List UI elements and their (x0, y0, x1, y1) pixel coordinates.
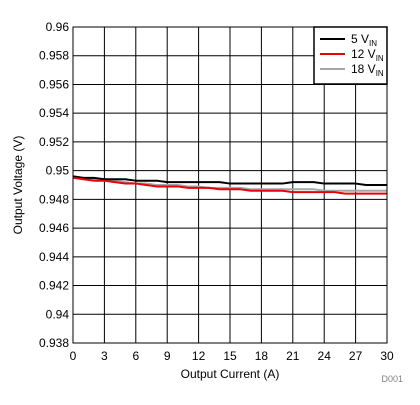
series-line-5v (72, 175, 387, 186)
x-tick-label: 30 (380, 349, 394, 363)
y-tick-label: 0.954 (39, 106, 69, 120)
y-tick-label: 0.946 (39, 221, 69, 235)
x-tick-label: 0 (70, 349, 77, 363)
x-tick-label: 21 (286, 349, 300, 363)
x-tick-label: 9 (164, 349, 171, 363)
y-tick-label: 0.952 (39, 135, 69, 149)
legend-box (313, 26, 388, 85)
x-tick-label: 12 (192, 349, 206, 363)
y-tick-label: 0.944 (39, 250, 69, 264)
x-tick-label: 3 (101, 349, 108, 363)
x-tick-label: 15 (223, 349, 237, 363)
y-axis-tick-labels: 0.938 0.94 0.942 0.944 0.946 0.948 0.95 0.952 0.… (39, 20, 69, 350)
x-tick-label: 24 (318, 349, 332, 363)
y-tick-label: 0.94 (46, 307, 70, 321)
y-tick-label: 0.958 (39, 49, 69, 63)
x-axis-tick-labels: 0 3 6 9 12 15 18 21 24 27 30 (70, 349, 394, 363)
y-tick-label: 0.96 (46, 20, 70, 34)
legend-label: 18 VIN (351, 62, 384, 78)
x-tick-label: 27 (349, 349, 363, 363)
y-axis-title: Output Voltage (V) (11, 136, 25, 235)
y-tick-label: 0.956 (39, 77, 69, 91)
gridlines (73, 27, 387, 343)
x-axis-title: Output Current (A) (181, 367, 280, 381)
series-lines (72, 175, 387, 195)
series-line-18v (72, 175, 387, 192)
y-tick-label: 0.942 (39, 279, 69, 293)
y-tick-label: 0.95 (46, 164, 70, 178)
legend-label: 12 VIN (351, 47, 384, 63)
x-tick-label: 6 (132, 349, 139, 363)
y-tick-label: 0.938 (39, 336, 69, 350)
y-tick-label: 0.948 (39, 192, 69, 206)
series-line-12v (72, 176, 387, 195)
x-tick-label: 18 (255, 349, 269, 363)
figure-id-label: D001 (381, 374, 403, 384)
plot-area-frame (72, 26, 388, 344)
